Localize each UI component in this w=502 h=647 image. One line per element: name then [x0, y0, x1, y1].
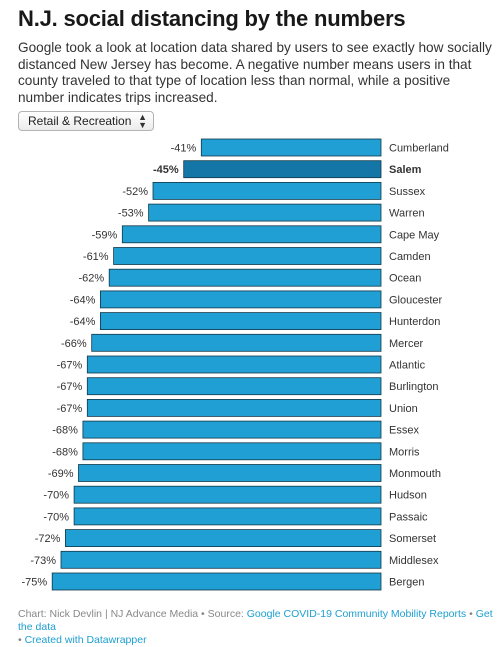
value-label-gloucester: -64%: [70, 294, 96, 306]
value-label-somerset: -72%: [35, 533, 61, 545]
category-label-union: Union: [389, 403, 418, 415]
category-dropdown-value: Retail & Recreation: [28, 114, 132, 128]
bar-middlesex[interactable]: [60, 550, 382, 569]
dropdown-arrows-icon: ▲ ▼: [138, 112, 147, 130]
value-label-warren: -53%: [118, 208, 144, 220]
bar-mercer[interactable]: [91, 333, 382, 352]
bar-ocean[interactable]: [108, 268, 382, 287]
category-label-hudson: Hudson: [389, 490, 427, 502]
bar-hudson[interactable]: [73, 485, 382, 504]
value-label-camden: -61%: [83, 251, 109, 263]
chart-footer: Chart: Nick Devlin | NJ Advance Media • …: [18, 608, 498, 647]
category-label-essex: Essex: [389, 425, 419, 437]
category-dropdown[interactable]: Retail & Recreation ▲ ▼: [18, 111, 154, 131]
bar-passaic[interactable]: [73, 507, 382, 526]
category-label-somerset: Somerset: [389, 533, 436, 545]
footer-source-prefix: • Source:: [198, 608, 247, 620]
bar-sussex[interactable]: [152, 182, 382, 200]
value-label-cumberland: -41%: [171, 143, 197, 155]
category-label-bergen: Bergen: [389, 577, 424, 589]
value-label-monmouth: -69%: [48, 468, 74, 480]
value-label-hudson: -70%: [43, 490, 69, 502]
category-label-camden: Camden: [389, 251, 431, 263]
bar-salem[interactable]: [183, 160, 382, 179]
bar-monmouth[interactable]: [78, 464, 382, 482]
category-label-cumberland: Cumberland: [389, 143, 449, 155]
bar-bergen[interactable]: [51, 572, 382, 591]
get-the-data-link[interactable]: Get the data: [18, 608, 493, 633]
bar-essex[interactable]: [82, 420, 382, 439]
bar-burlington[interactable]: [86, 377, 382, 396]
value-label-bergen: -75%: [22, 577, 48, 589]
bar-chart: -41% Cumberland -45% Salem -52% Sussex -53% War…: [22, 138, 449, 591]
bar-gloucester[interactable]: [100, 290, 382, 309]
footer-credit: Chart: Nick Devlin | NJ Advance Media: [18, 608, 199, 620]
value-label-atlantic: -67%: [57, 360, 83, 372]
category-label-warren: Warren: [389, 208, 425, 220]
value-label-sussex: -52%: [122, 186, 148, 198]
bar-camden[interactable]: [113, 247, 382, 265]
category-label-passaic: Passaic: [389, 511, 428, 523]
category-label-mercer: Mercer: [389, 338, 424, 350]
datawrapper-link[interactable]: Created with Datawrapper: [24, 634, 147, 646]
bar-morris[interactable]: [82, 442, 382, 461]
category-label-cape-may: Cape May: [389, 229, 440, 241]
category-label-middlesex: Middlesex: [389, 555, 439, 567]
bar-hunterdon[interactable]: [100, 312, 382, 331]
chart-title: N.J. social distancing by the numbers: [18, 6, 406, 31]
value-label-hunterdon: -64%: [70, 316, 96, 328]
value-label-passaic: -70%: [43, 511, 69, 523]
value-label-essex: -68%: [52, 425, 78, 437]
value-label-ocean: -62%: [79, 273, 105, 285]
category-label-atlantic: Atlantic: [389, 360, 426, 372]
bar-warren[interactable]: [148, 203, 382, 222]
bar-union[interactable]: [86, 398, 382, 417]
value-label-salem: -45%: [153, 164, 179, 176]
category-label-gloucester: Gloucester: [389, 294, 443, 306]
value-label-morris: -68%: [52, 446, 78, 458]
category-label-sussex: Sussex: [389, 186, 426, 198]
category-label-hunterdon: Hunterdon: [389, 316, 440, 328]
category-label-ocean: Ocean: [389, 273, 421, 285]
category-label-salem: Salem: [389, 164, 422, 176]
category-label-burlington: Burlington: [389, 381, 439, 393]
bar-cape-may[interactable]: [121, 225, 382, 244]
bar-cumberland[interactable]: [200, 138, 382, 157]
footer-separator: •: [466, 608, 476, 620]
footer-separator-2: •: [18, 634, 25, 646]
value-label-burlington: -67%: [57, 381, 83, 393]
value-label-cape-may: -59%: [92, 229, 118, 241]
chart-description: Google took a look at location data shar…: [18, 40, 492, 105]
category-label-morris: Morris: [389, 446, 420, 458]
value-label-middlesex: -73%: [30, 555, 56, 567]
bar-atlantic[interactable]: [86, 355, 382, 374]
value-label-union: -67%: [57, 403, 83, 415]
source-link[interactable]: Google COVID-19 Community Mobility Repor…: [246, 608, 467, 620]
value-label-mercer: -66%: [61, 338, 87, 350]
category-label-monmouth: Monmouth: [389, 468, 441, 480]
bar-somerset[interactable]: [65, 529, 382, 548]
